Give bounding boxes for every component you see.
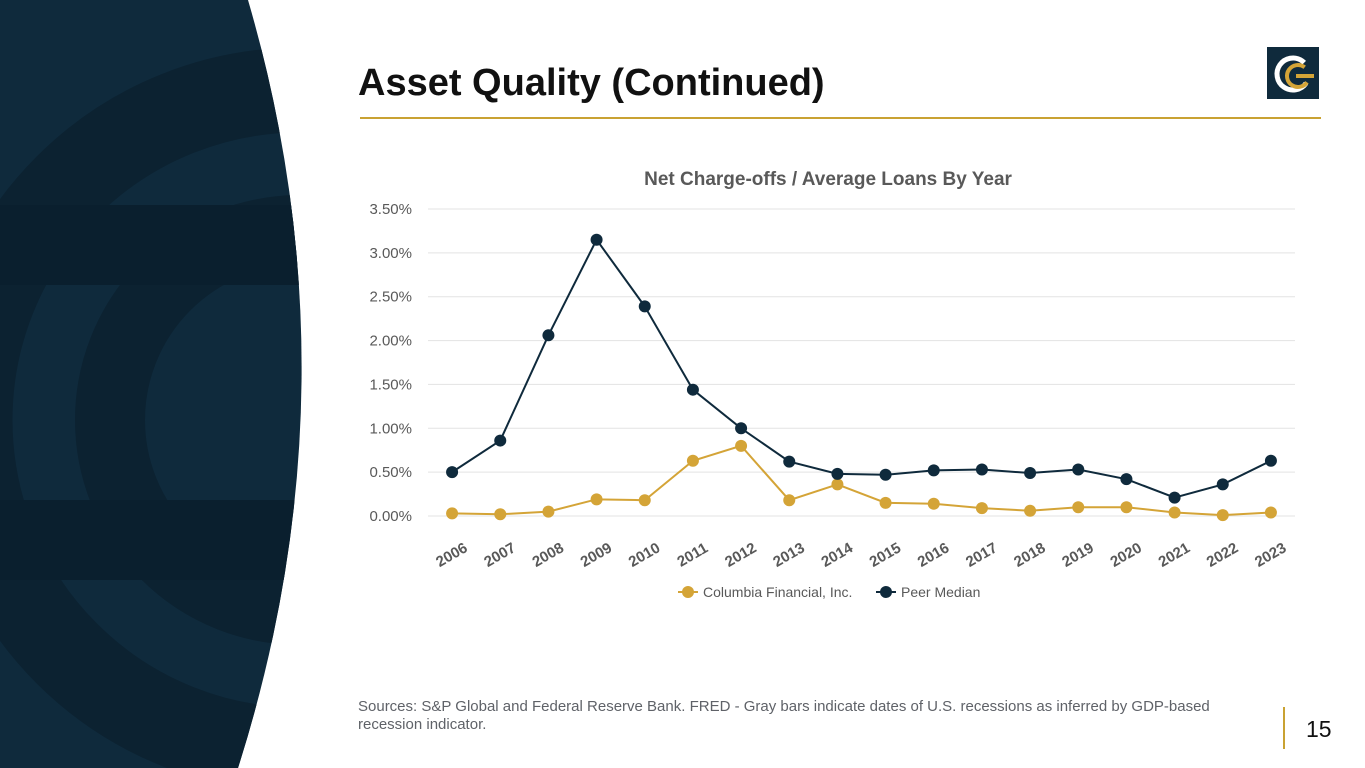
data-point bbox=[590, 493, 603, 506]
data-point bbox=[590, 233, 603, 246]
y-tick-label: 1.50% bbox=[369, 376, 412, 393]
data-point bbox=[446, 507, 459, 520]
page-number-divider bbox=[1283, 707, 1285, 749]
data-point bbox=[735, 422, 748, 435]
page-number: 15 bbox=[1306, 716, 1332, 742]
x-tick-label: 2017 bbox=[963, 539, 1000, 570]
y-tick-label: 3.00% bbox=[369, 245, 412, 262]
data-point bbox=[1216, 478, 1229, 491]
series-columbia-financial-inc bbox=[446, 439, 1277, 522]
legend-item: Peer Median bbox=[876, 584, 980, 600]
y-tick-label: 0.00% bbox=[369, 508, 412, 525]
y-tick-label: 3.50% bbox=[369, 201, 412, 218]
y-tick-label: 0.50% bbox=[369, 464, 412, 481]
data-point bbox=[1168, 491, 1181, 504]
y-axis-ticks: 0.00% 0.50% 1.00% 1.50% 2.00% 2.50% 3.00% 3.50% bbox=[369, 201, 412, 525]
data-point bbox=[446, 466, 459, 479]
y-tick-label: 1.00% bbox=[369, 420, 412, 437]
data-point bbox=[831, 478, 844, 491]
x-tick-label: 2007 bbox=[481, 539, 518, 570]
data-point bbox=[1024, 504, 1037, 517]
data-point bbox=[638, 300, 651, 313]
x-tick-label: 2018 bbox=[1011, 539, 1048, 570]
x-axis-ticks: 2006 2007 2008 2009 2010 2011 2012 2013 2014 2015… bbox=[433, 539, 1289, 571]
data-point bbox=[638, 494, 651, 507]
x-tick-label: 2015 bbox=[867, 539, 904, 570]
data-point bbox=[783, 455, 796, 468]
decorative-brand-arc bbox=[0, 0, 302, 768]
data-point bbox=[975, 502, 988, 515]
y-tick-label: 2.00% bbox=[369, 333, 412, 350]
chart-legend: Columbia Financial, Inc. Peer Median bbox=[678, 584, 980, 600]
data-point bbox=[1264, 506, 1277, 519]
sources-footnote: Sources: S&P Global and Federal Reserve … bbox=[358, 698, 1210, 733]
x-tick-label: 2021 bbox=[1156, 539, 1193, 570]
x-tick-label: 2010 bbox=[626, 539, 663, 570]
data-point bbox=[927, 464, 940, 477]
series-peer-median bbox=[446, 233, 1277, 504]
legend-label: Columbia Financial, Inc. bbox=[703, 584, 852, 600]
data-point bbox=[494, 434, 507, 447]
series-line bbox=[452, 444, 1271, 517]
data-point bbox=[1072, 501, 1085, 514]
x-tick-label: 2011 bbox=[674, 540, 711, 571]
data-point bbox=[1168, 506, 1181, 519]
legend-label: Peer Median bbox=[901, 584, 980, 600]
data-point bbox=[735, 439, 748, 452]
page-title: Asset Quality (Continued) bbox=[358, 62, 825, 104]
title-divider bbox=[360, 117, 1321, 119]
chart-gridlines bbox=[428, 208, 1295, 517]
net-chargeoffs-line-chart: Net Charge-offs / Average Loans By Year … bbox=[369, 169, 1295, 600]
x-tick-label: 2020 bbox=[1107, 539, 1144, 570]
x-tick-label: 2008 bbox=[529, 539, 566, 570]
x-tick-label: 2013 bbox=[770, 539, 807, 570]
data-point bbox=[686, 454, 699, 467]
data-point bbox=[831, 467, 844, 480]
y-tick-label: 2.50% bbox=[369, 289, 412, 306]
x-tick-label: 2019 bbox=[1059, 539, 1096, 570]
data-point bbox=[1264, 454, 1277, 467]
series-line bbox=[451, 237, 1272, 499]
data-point bbox=[494, 508, 507, 521]
data-point bbox=[783, 494, 796, 507]
x-tick-label: 2016 bbox=[915, 539, 952, 570]
data-point bbox=[542, 505, 555, 518]
data-point bbox=[927, 497, 940, 510]
chart-series bbox=[446, 233, 1277, 522]
company-logo bbox=[1267, 47, 1319, 99]
data-point bbox=[975, 463, 988, 476]
x-tick-label: 2009 bbox=[578, 539, 615, 570]
chart-title: Net Charge-offs / Average Loans By Year bbox=[644, 169, 1012, 190]
data-point bbox=[1120, 473, 1133, 486]
legend-swatch-marker bbox=[880, 586, 892, 598]
legend-swatch-marker bbox=[682, 586, 694, 598]
data-point bbox=[1072, 463, 1085, 476]
legend-item: Columbia Financial, Inc. bbox=[678, 584, 852, 600]
data-point bbox=[1024, 467, 1037, 480]
x-tick-label: 2012 bbox=[722, 539, 759, 570]
x-tick-label: 2022 bbox=[1204, 539, 1241, 570]
x-tick-label: 2014 bbox=[818, 539, 856, 571]
data-point bbox=[1216, 509, 1229, 522]
data-point bbox=[542, 329, 555, 342]
data-point bbox=[686, 383, 699, 396]
data-point bbox=[879, 496, 892, 509]
data-point bbox=[879, 468, 892, 481]
x-tick-label: 2006 bbox=[433, 539, 470, 570]
x-tick-label: 2023 bbox=[1252, 539, 1289, 570]
data-point bbox=[1120, 501, 1133, 514]
